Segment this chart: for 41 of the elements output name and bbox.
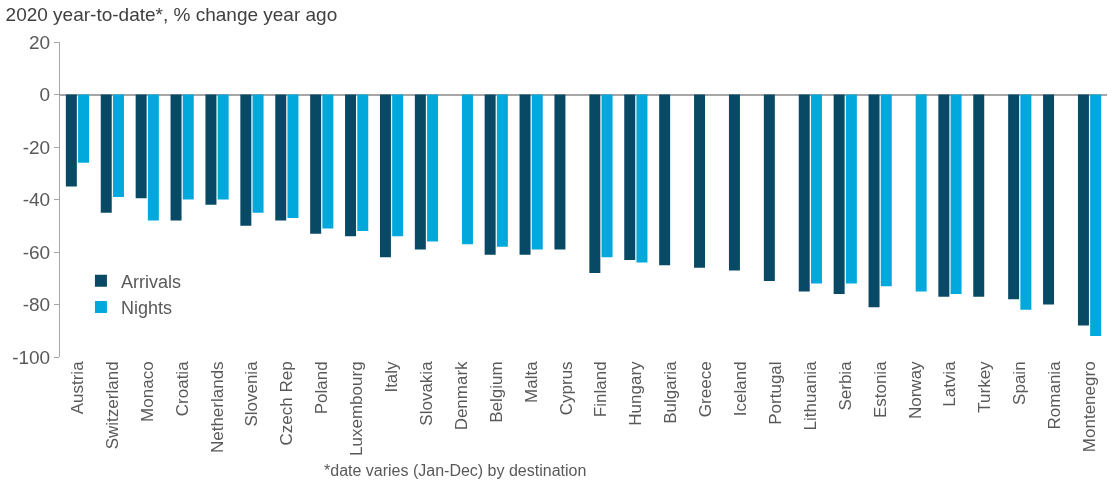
y-tick-label: 0 xyxy=(39,84,51,106)
x-tick-label: Malta xyxy=(521,360,541,403)
x-tick-label: Iceland xyxy=(731,361,751,417)
x-tick-label: Slovenia xyxy=(242,360,262,427)
chart-title: 2020 year-to-date*, % change year ago xyxy=(5,3,338,25)
y-tick-label: -40 xyxy=(22,189,51,211)
x-tick-label: Italy xyxy=(382,360,402,393)
x-tick-label: Luxembourg xyxy=(347,361,367,456)
x-tick-label: Norway xyxy=(905,360,925,420)
x-tick-label: Bulgaria xyxy=(661,360,681,424)
y-tick-label: -60 xyxy=(22,241,51,263)
x-tick-label: Poland xyxy=(312,361,332,415)
y-tick-label: 20 xyxy=(29,31,51,53)
x-tick-label: Slovakia xyxy=(416,360,436,426)
x-tick-label: Austria xyxy=(67,360,87,415)
legend-label: Arrivals xyxy=(120,271,181,292)
x-tick-label: Lithuania xyxy=(800,360,820,431)
x-tick-label: Belgium xyxy=(486,361,506,423)
x-tick-label: Latvia xyxy=(940,360,960,407)
x-tick-label: Croatia xyxy=(172,360,192,417)
x-tick-label: Portugal xyxy=(765,361,785,425)
y-tick-label: -20 xyxy=(22,136,51,158)
x-tick-label: Switzerland xyxy=(102,361,122,450)
x-tick-label: Montenegro xyxy=(1080,361,1100,453)
x-tick-label: Spain xyxy=(1010,361,1030,405)
x-tick-label: Monaco xyxy=(137,361,157,422)
x-tick-label: Cyprus xyxy=(556,361,576,416)
x-tick-label: Romania xyxy=(1045,360,1065,430)
x-tick-label: Turkey xyxy=(975,360,995,413)
x-tick-label: Czech Rep xyxy=(277,361,297,446)
x-tick-label: Serbia xyxy=(835,360,855,411)
x-tick-label: Finland xyxy=(591,361,611,418)
x-tick-label: Denmark xyxy=(451,360,471,431)
text: *date varies (Jan-Dec) by destination xyxy=(324,462,587,479)
x-tick-label: Estonia xyxy=(870,360,890,419)
x-tick-label: Netherlands xyxy=(207,361,227,454)
legend-label: Nights xyxy=(120,298,172,319)
x-tick-label: Greece xyxy=(696,361,716,418)
y-tick-label: -100 xyxy=(12,346,51,368)
y-tick-label: -80 xyxy=(22,294,51,316)
x-tick-label: Hungary xyxy=(626,360,646,426)
